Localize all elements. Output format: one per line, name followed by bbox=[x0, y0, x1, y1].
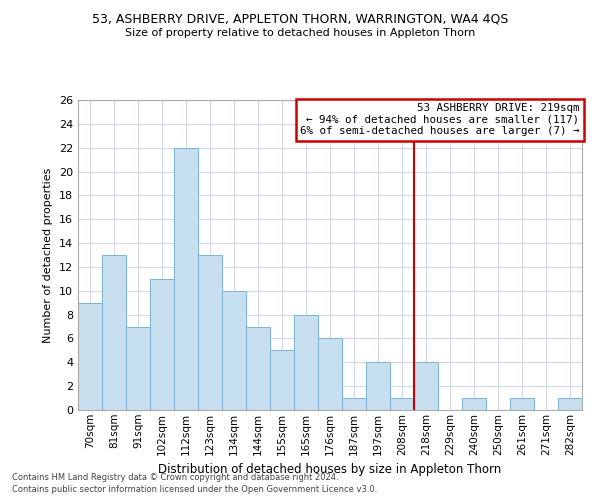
Bar bbox=[558, 398, 582, 410]
Bar bbox=[390, 398, 414, 410]
Bar bbox=[366, 362, 390, 410]
Bar bbox=[318, 338, 342, 410]
Bar bbox=[102, 255, 126, 410]
Bar bbox=[510, 398, 534, 410]
Bar bbox=[270, 350, 294, 410]
Text: Contains public sector information licensed under the Open Government Licence v3: Contains public sector information licen… bbox=[12, 485, 377, 494]
X-axis label: Distribution of detached houses by size in Appleton Thorn: Distribution of detached houses by size … bbox=[158, 463, 502, 476]
Bar bbox=[222, 291, 246, 410]
Bar bbox=[342, 398, 366, 410]
Bar bbox=[246, 326, 270, 410]
Y-axis label: Number of detached properties: Number of detached properties bbox=[43, 168, 53, 342]
Bar bbox=[198, 255, 222, 410]
Text: Size of property relative to detached houses in Appleton Thorn: Size of property relative to detached ho… bbox=[125, 28, 475, 38]
Bar bbox=[462, 398, 486, 410]
Text: 53 ASHBERRY DRIVE: 219sqm
← 94% of detached houses are smaller (117)
6% of semi-: 53 ASHBERRY DRIVE: 219sqm ← 94% of detac… bbox=[300, 103, 580, 136]
Text: Contains HM Land Registry data © Crown copyright and database right 2024.: Contains HM Land Registry data © Crown c… bbox=[12, 474, 338, 482]
Bar bbox=[126, 326, 150, 410]
Bar bbox=[78, 302, 102, 410]
Bar bbox=[150, 279, 174, 410]
Text: 53, ASHBERRY DRIVE, APPLETON THORN, WARRINGTON, WA4 4QS: 53, ASHBERRY DRIVE, APPLETON THORN, WARR… bbox=[92, 12, 508, 26]
Bar bbox=[294, 314, 318, 410]
Bar bbox=[414, 362, 438, 410]
Bar bbox=[174, 148, 198, 410]
